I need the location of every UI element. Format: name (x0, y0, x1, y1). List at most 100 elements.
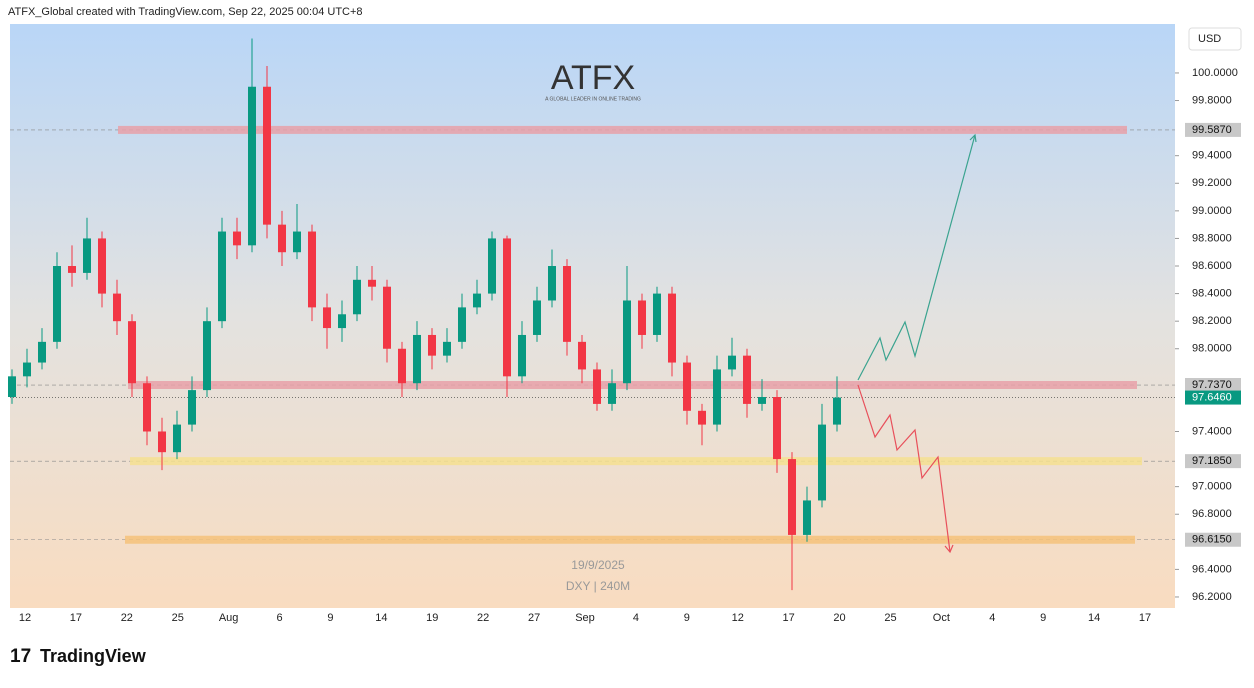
y-tick-label: 98.8000 (1192, 232, 1232, 244)
bullish-projection (857, 134, 976, 381)
candle-body (143, 383, 151, 432)
x-tick-label: Sep (575, 612, 595, 624)
x-tick-label: 25 (172, 612, 184, 624)
candle-body (818, 424, 826, 501)
level-zone (130, 457, 1142, 466)
candle-body (413, 334, 421, 384)
candle-body (803, 500, 811, 535)
candle-body (548, 266, 556, 301)
candle-body (788, 459, 796, 535)
candle-body (158, 431, 166, 453)
x-tick-label: 4 (633, 612, 639, 624)
y-tick-label: 96.8000 (1192, 508, 1232, 520)
candle-body (638, 300, 646, 335)
candle-body (128, 321, 136, 384)
level-tag (1185, 454, 1241, 469)
date-note: 19/9/2025 (571, 558, 625, 572)
level-label: 97.1850 (1192, 455, 1232, 467)
x-tick-label: 17 (783, 612, 795, 624)
y-tick-label: 99.2000 (1192, 177, 1232, 189)
candle-body (368, 279, 376, 287)
level-zone (128, 381, 1137, 390)
candle-body (428, 334, 436, 356)
candle-body (173, 424, 181, 453)
footer: TradingView (40, 646, 147, 666)
x-tick-label: Aug (219, 612, 239, 624)
candle-body (113, 293, 121, 322)
candle-body (338, 314, 346, 329)
y-tick-label: 99.4000 (1192, 150, 1232, 162)
arrow-head (944, 544, 954, 554)
level-zone (125, 535, 1135, 544)
plot (8, 38, 1175, 591)
candle-body (518, 334, 526, 377)
y-tick-label: 98.6000 (1192, 260, 1232, 272)
candle-body (728, 355, 736, 370)
candle-body (248, 86, 256, 246)
candle-body (743, 355, 751, 404)
candle-body (623, 300, 631, 384)
symbol-note: DXY | 240M (566, 579, 630, 593)
candle-body (833, 397, 841, 425)
x-tick-label: Oct (933, 612, 950, 624)
y-tick-label: 96.4000 (1192, 563, 1232, 575)
y-tick-label: 98.4000 (1192, 287, 1232, 299)
level-tag (1185, 532, 1241, 547)
x-tick-label: 22 (121, 612, 133, 624)
candle-body (353, 279, 361, 315)
candle-body (683, 362, 691, 411)
logo-tagline: A GLOBAL LEADER IN ONLINE TRADING (545, 96, 641, 102)
candle-body (218, 231, 226, 322)
candle-body (38, 341, 46, 363)
candle-body (83, 238, 91, 273)
candle-body (98, 238, 106, 294)
candle-body (593, 369, 601, 404)
candle-body (53, 266, 61, 342)
y-tick-label: 99.0000 (1192, 205, 1232, 217)
arrow-head (969, 133, 977, 143)
x-tick-label: 12 (732, 612, 744, 624)
candle-body (443, 341, 451, 356)
candle-body (383, 286, 391, 349)
bearish-projection (857, 384, 951, 553)
level-label: 96.6150 (1192, 534, 1232, 546)
x-tick-label: 6 (276, 612, 282, 624)
currency: USD (1198, 33, 1221, 45)
y-tick-label: 100.0000 (1192, 67, 1238, 79)
plot-area (10, 24, 1175, 608)
candle-body (233, 231, 241, 246)
candle-body (563, 266, 571, 342)
y-tick-label: 96.2000 (1192, 591, 1232, 603)
x-tick-label: 14 (1088, 612, 1100, 624)
x-tick-label: 9 (684, 612, 690, 624)
x-tick-label: 25 (884, 612, 896, 624)
candle-body (608, 383, 616, 404)
level-label: 97.7370 (1192, 379, 1232, 391)
x-tick-label: 19 (426, 612, 438, 624)
level-tag (1185, 122, 1241, 137)
last-price-label: 97.6460 (1192, 391, 1232, 403)
level-zone (118, 125, 1127, 134)
candle-body (293, 231, 301, 253)
header: ATFX_Global created with TradingView.com… (8, 6, 363, 18)
candle-body (323, 307, 331, 329)
candle-body (188, 390, 196, 425)
candle-body (578, 341, 586, 370)
brand-icon: 17 (10, 646, 31, 667)
candle-body (203, 321, 211, 391)
x-tick-label: 4 (989, 612, 995, 624)
x-tick-label: 27 (528, 612, 540, 624)
candle-body (8, 376, 16, 398)
candle-body (488, 238, 496, 294)
candle-body (458, 307, 466, 342)
candle-body (23, 362, 31, 377)
candle-body (398, 348, 406, 384)
y-tick-label: 98.0000 (1192, 343, 1232, 355)
candle-body (278, 224, 286, 253)
candle-body (503, 238, 511, 377)
candle-body (758, 397, 766, 404)
currency-box (1188, 27, 1242, 51)
candle-body (263, 86, 271, 225)
